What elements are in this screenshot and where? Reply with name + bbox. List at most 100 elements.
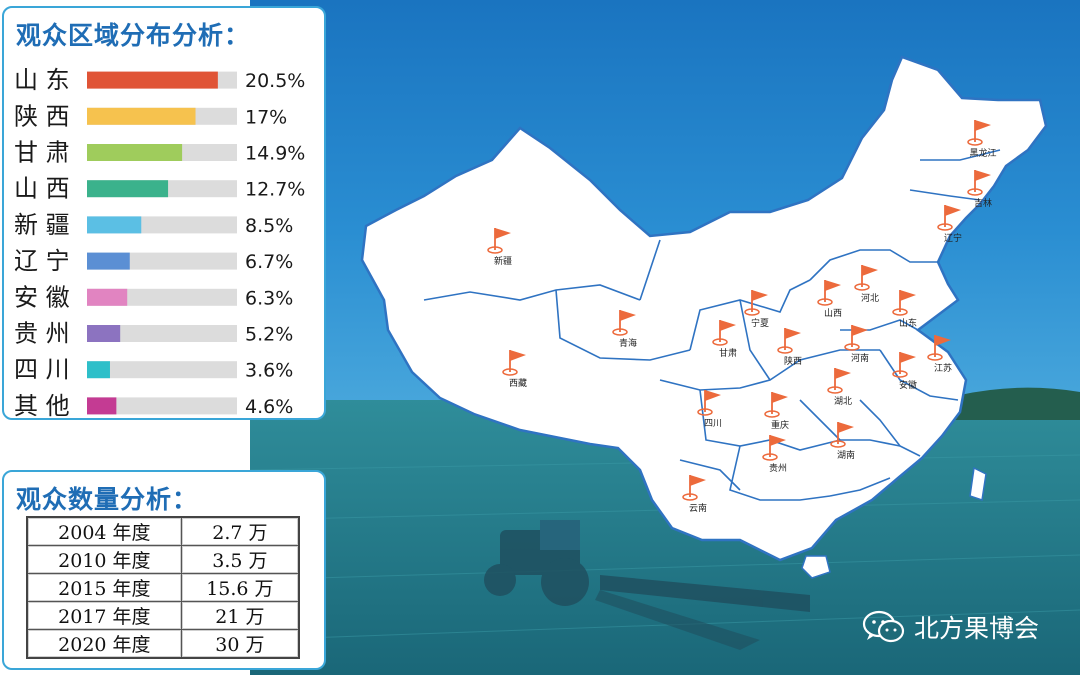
province-marker bbox=[892, 290, 916, 316]
province-label: 重庆 bbox=[771, 419, 789, 431]
province-label: 云南 bbox=[689, 502, 707, 514]
province-label: 四川 bbox=[704, 419, 722, 429]
region-bar-chart: 山 东 20.5% 陕 西 17% 甘 肃 14.9% 山 西 12.7% 新 疆 8.5% 辽 宁… bbox=[14, 66, 305, 418]
bar bbox=[87, 288, 128, 306]
visitor-count-table: 2004 年度 2.7 万 2010 年度 3.5 万 2015 年度 15.6… bbox=[26, 516, 300, 659]
table-row: 2020 年度 30 万 bbox=[26, 629, 300, 659]
category-label: 甘 肃 bbox=[14, 139, 70, 167]
category-label: 贵 州 bbox=[14, 320, 70, 348]
tractor-silhouette bbox=[484, 520, 810, 650]
bar-track bbox=[87, 325, 237, 342]
value-label: 8.5% bbox=[245, 215, 293, 237]
province-marker bbox=[487, 228, 511, 254]
value-label: 12.7% bbox=[245, 179, 305, 201]
province-label: 西藏 bbox=[509, 377, 527, 389]
province-marker bbox=[844, 325, 868, 351]
province-label: 甘肃 bbox=[719, 347, 737, 359]
province-label: 新疆 bbox=[494, 255, 512, 267]
year-cell: 2004 年度 bbox=[26, 516, 182, 546]
province-marker bbox=[892, 352, 916, 378]
bar-track bbox=[87, 361, 237, 379]
province-label: 山西 bbox=[824, 308, 842, 319]
region-panel-title: 观众区域分布分析： bbox=[16, 21, 251, 50]
category-label: 陕 西 bbox=[14, 102, 70, 130]
count-cell: 21 万 bbox=[180, 601, 300, 630]
province-marker bbox=[744, 290, 768, 316]
province-marker bbox=[697, 390, 721, 416]
year-cell: 2020 年度 bbox=[26, 629, 182, 659]
table-row: 2004 年度 2.7 万 bbox=[26, 516, 300, 546]
value-label: 20.5% bbox=[245, 70, 305, 92]
category-label: 山 东 bbox=[14, 66, 70, 94]
hainan bbox=[801, 555, 831, 579]
province-label: 湖北 bbox=[834, 396, 852, 407]
province-label: 贵州 bbox=[769, 462, 787, 474]
year-cell: 2015 年度 bbox=[26, 573, 182, 602]
category-label: 辽 宁 bbox=[14, 247, 70, 275]
province-label: 青海 bbox=[619, 337, 637, 349]
province-label: 黑龙江 bbox=[969, 147, 996, 159]
bar bbox=[87, 397, 117, 415]
province-label: 辽宁 bbox=[944, 232, 962, 244]
count-cell: 3.5 万 bbox=[180, 545, 300, 574]
category-label: 其 他 bbox=[14, 392, 70, 418]
count-cell: 30 万 bbox=[180, 629, 300, 659]
bar bbox=[87, 180, 169, 198]
province-label: 湖南 bbox=[837, 449, 855, 461]
province-label: 山东 bbox=[899, 317, 917, 329]
bar bbox=[87, 144, 183, 161]
value-label: 5.2% bbox=[245, 324, 293, 346]
province-marker bbox=[817, 280, 841, 306]
category-label: 安 徽 bbox=[14, 283, 70, 311]
province-label: 江苏 bbox=[934, 362, 952, 374]
province-marker bbox=[612, 310, 636, 336]
value-label: 14.9% bbox=[245, 143, 305, 165]
province-marker bbox=[777, 328, 801, 354]
year-cell: 2010 年度 bbox=[26, 545, 182, 574]
wechat-icon bbox=[862, 610, 905, 643]
province-marker bbox=[967, 120, 991, 146]
table-row: 2017 年度 21 万 bbox=[26, 601, 300, 630]
bar bbox=[87, 107, 196, 125]
count-cell: 2.7 万 bbox=[180, 516, 300, 546]
value-label: 6.3% bbox=[245, 287, 293, 309]
value-label: 4.6% bbox=[245, 396, 293, 418]
province-label: 陕西 bbox=[784, 355, 802, 367]
province-marker bbox=[682, 475, 706, 501]
province-label: 宁夏 bbox=[751, 317, 769, 329]
province-label: 河南 bbox=[851, 352, 869, 364]
province-marker bbox=[712, 320, 736, 346]
bar bbox=[87, 325, 121, 342]
bar bbox=[87, 71, 218, 89]
table-row: 2015 年度 15.6 万 bbox=[26, 573, 300, 602]
visitor-count-panel: 观众数量分析： 2004 年度 2.7 万 2010 年度 3.5 万 2015… bbox=[2, 470, 326, 670]
province-marker bbox=[762, 435, 786, 461]
province-borders bbox=[423, 149, 1001, 501]
table-row: 2010 年度 3.5 万 bbox=[26, 545, 300, 574]
province-marker bbox=[764, 392, 788, 418]
value-label: 3.6% bbox=[245, 360, 293, 382]
province-marker bbox=[854, 265, 878, 291]
province-marker bbox=[827, 368, 851, 394]
province-marker bbox=[927, 335, 951, 361]
value-label: 6.7% bbox=[245, 251, 293, 273]
value-label: 17% bbox=[245, 106, 287, 128]
province-label: 安徽 bbox=[899, 379, 917, 391]
count-panel-title: 观众数量分析： bbox=[16, 485, 199, 514]
bar bbox=[87, 361, 110, 379]
province-marker bbox=[502, 350, 526, 376]
count-cell: 15.6 万 bbox=[180, 573, 300, 602]
province-marker bbox=[937, 205, 961, 231]
category-label: 四 川 bbox=[14, 356, 70, 384]
bar bbox=[87, 252, 130, 270]
category-label: 山 西 bbox=[14, 175, 70, 203]
taiwan bbox=[969, 466, 987, 501]
province-label: 河北 bbox=[861, 292, 879, 304]
wechat-brand: 北方果博会 bbox=[862, 608, 1039, 646]
bar bbox=[87, 216, 142, 234]
region-distribution-panel: 山 东 20.5% 陕 西 17% 甘 肃 14.9% 山 西 12.7% 新 疆 8.5% 辽 宁… bbox=[2, 6, 326, 420]
province-marker bbox=[967, 170, 991, 196]
